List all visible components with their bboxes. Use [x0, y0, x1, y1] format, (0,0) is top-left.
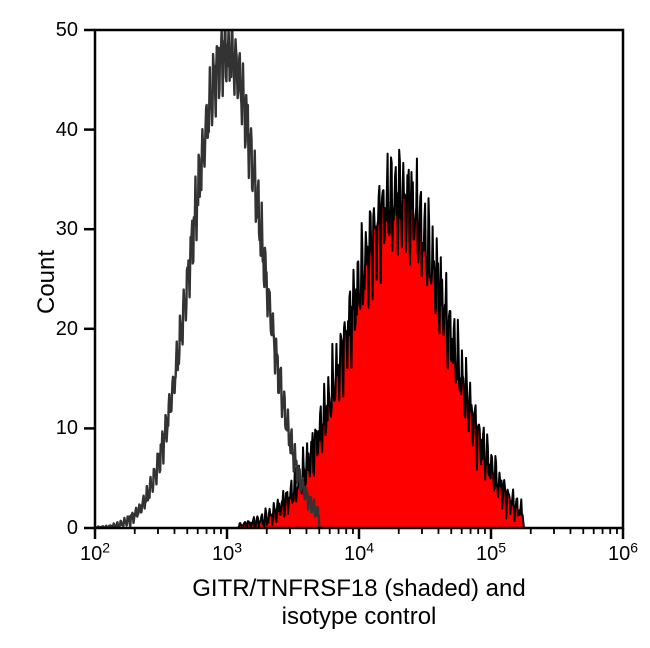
ytick-0: 0	[67, 517, 78, 539]
series-isotype-outline	[95, 30, 319, 528]
xtick-10e4: 104	[344, 543, 374, 565]
plot-svg	[95, 30, 623, 528]
y-axis-label: Count	[34, 250, 60, 314]
ytick-20: 20	[56, 318, 78, 340]
x-axis-label: GITR/TNFRSF18 (shaded) andisotype contro…	[95, 575, 623, 630]
plot-area	[95, 30, 623, 528]
ytick-40: 40	[56, 119, 78, 141]
xtick-10e5: 105	[476, 543, 506, 565]
flow-cytometry-histogram: Count GITR/TNFRSF18 (shaded) andisotype …	[0, 0, 650, 648]
ytick-50: 50	[56, 19, 78, 41]
xtick-10e6: 106	[608, 543, 638, 565]
ytick-10: 10	[56, 417, 78, 439]
ytick-30: 30	[56, 218, 78, 240]
xtick-10e3: 103	[212, 543, 242, 565]
xtick-10e2: 102	[80, 543, 110, 565]
